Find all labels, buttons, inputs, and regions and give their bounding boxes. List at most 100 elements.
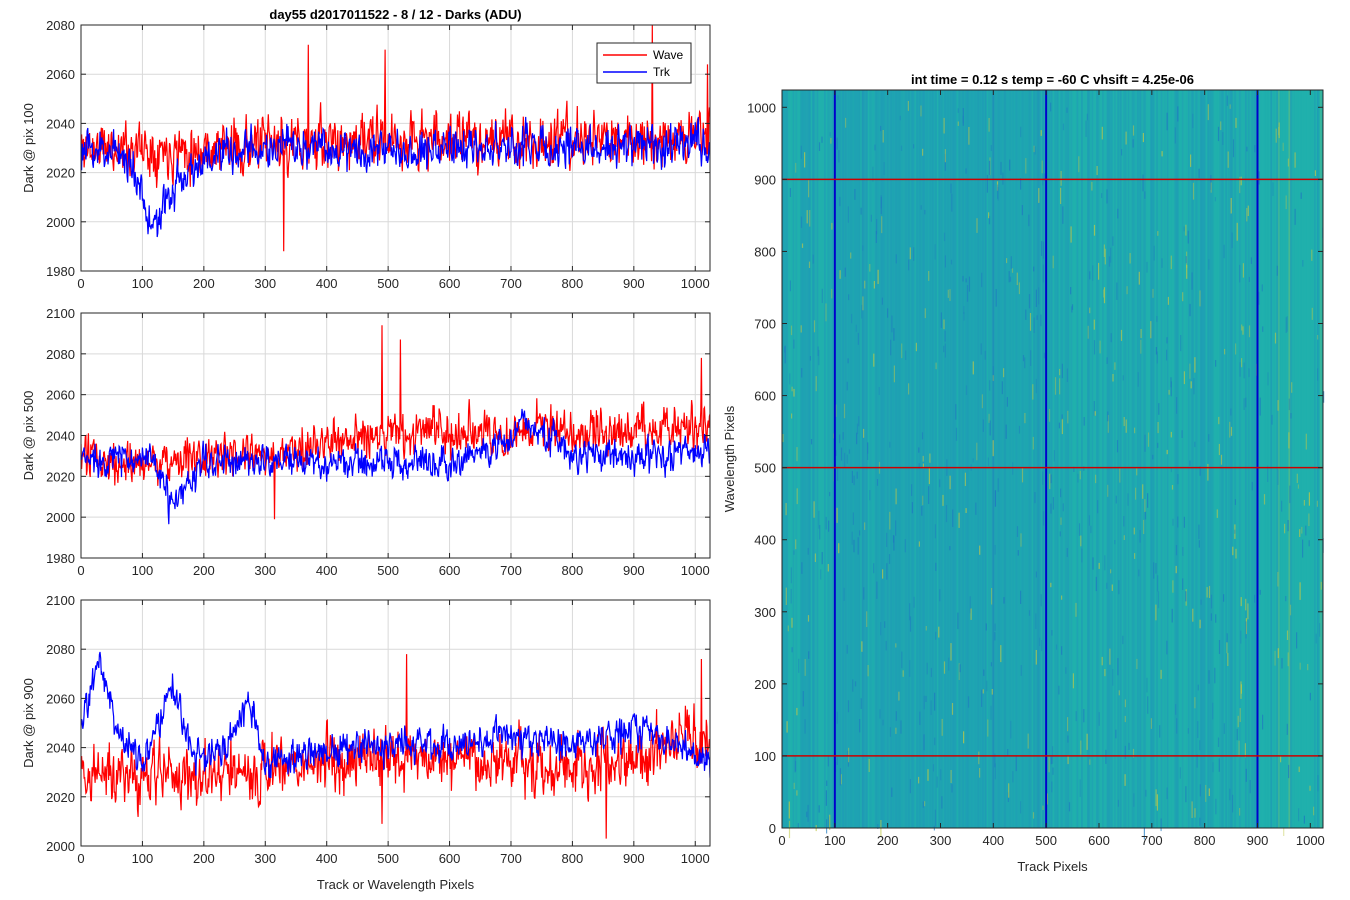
heatmap-speckle: [1183, 226, 1185, 232]
heatmap-column: [917, 90, 920, 828]
heatmap-column: [899, 90, 902, 828]
heatmap-column: [920, 90, 923, 828]
heatmap-column: [1279, 90, 1282, 828]
heatmap-speckle: [854, 681, 857, 687]
heatmap-speckle: [1020, 801, 1022, 814]
heatmap-speckle: [918, 463, 920, 469]
heatmap-speckle: [1118, 580, 1120, 595]
heatmap-column: [1283, 90, 1286, 828]
heatmap-speckle: [1287, 158, 1289, 167]
heatmap-speckle: [1065, 667, 1067, 674]
heatmap-speckle: [846, 454, 848, 464]
heatmap-speckle: [1254, 145, 1256, 153]
heatmap-speckle: [1170, 255, 1172, 270]
heatmap-speckle: [1218, 416, 1220, 425]
heatmap-speckle: [1046, 793, 1048, 805]
y-tick-label: 2040: [46, 429, 75, 444]
heatmap-speckle: [1067, 755, 1069, 765]
heatmap-speckle: [891, 315, 893, 333]
heatmap-speckle: [1168, 389, 1170, 395]
heatmap-speckle: [994, 763, 996, 780]
heatmap-column: [1163, 90, 1166, 828]
heatmap-speckle: [1247, 603, 1249, 620]
heatmap-speckle: [873, 563, 875, 574]
heatmap-speckle: [1104, 248, 1106, 265]
heatmap-speckle: [1051, 781, 1053, 793]
y-tick-label: 2100: [46, 306, 75, 321]
heatmap-speckle: [1032, 812, 1035, 819]
heatmap-speckle: [1105, 749, 1107, 764]
heatmap-speckle: [1103, 287, 1106, 304]
heatmap-speckle: [1180, 335, 1182, 352]
heatmap-speckle: [1323, 391, 1325, 403]
heatmap-speckle: [854, 189, 856, 200]
heatmap-speckle: [1294, 208, 1296, 225]
heatmap-column: [1108, 90, 1110, 828]
heatmap-column: [906, 90, 909, 828]
heatmap-speckle: [1185, 591, 1187, 602]
heatmap-speckle: [858, 416, 860, 427]
heatmap-speckle: [881, 216, 883, 234]
heatmap-column: [1226, 90, 1229, 828]
heatmap-speckle: [889, 511, 891, 530]
heatmap-speckle: [962, 108, 964, 126]
heatmap-speckle: [791, 413, 793, 419]
x-tick-label: 1000: [681, 563, 710, 578]
heatmap-column: [956, 90, 959, 828]
heatmap-speckle: [835, 450, 837, 456]
heatmap-speckle: [821, 552, 823, 565]
heatmap-speckle: [970, 608, 972, 620]
heatmap-speckle: [1229, 788, 1231, 801]
heatmap-speckle: [837, 95, 839, 100]
heatmap-speckle: [1166, 449, 1168, 455]
heatmap-speckle: [1099, 340, 1101, 354]
heatmap-speckle: [863, 428, 865, 438]
heatmap-speckle: [887, 308, 889, 318]
heatmap-speckle: [1123, 535, 1125, 540]
heatmap-speckle: [1218, 443, 1220, 456]
heatmap-speckle: [1012, 462, 1014, 475]
heatmap-speckle: [926, 662, 928, 675]
heatmap-speckle: [968, 276, 971, 292]
heatmap-column: [905, 90, 908, 828]
heatmap-speckle: [1150, 718, 1152, 729]
x-tick-label: 500: [377, 851, 399, 866]
x-tick-label: 300: [254, 276, 276, 291]
heatmap-speckle: [1153, 245, 1155, 261]
heatmap-speckle: [801, 368, 803, 378]
heatmap-speckle: [804, 152, 806, 168]
heatmap-column: [882, 90, 885, 828]
heatmap-column: [1186, 90, 1189, 828]
heatmap-speckle: [963, 731, 965, 744]
heatmap-column: [839, 90, 842, 828]
heatmap-speckle: [1152, 288, 1154, 298]
heatmap-speckle: [1079, 779, 1081, 797]
heatmap-speckle: [873, 353, 875, 367]
heatmap-column: [1052, 90, 1055, 828]
heatmap-speckle: [976, 218, 978, 233]
heatmap-speckle: [1308, 492, 1310, 506]
heatmap-speckle: [1073, 466, 1075, 472]
heatmap-column: [1225, 90, 1228, 828]
heatmap-speckle: [819, 525, 821, 540]
heatmap-speckle: [1135, 487, 1137, 500]
y-tick-label: 2040: [46, 741, 75, 756]
heatmap-column: [1078, 90, 1080, 828]
heatmap-speckle: [817, 346, 819, 356]
heatmap-speckle: [1160, 669, 1162, 679]
heatmap-speckle: [1112, 374, 1114, 382]
heatmap-speckle: [1059, 368, 1061, 376]
heatmap-column: [1187, 90, 1190, 828]
heatmap-speckle: [944, 153, 946, 171]
heatmap-column: [1121, 90, 1124, 828]
heatmap-column: [1244, 90, 1247, 828]
heatmap-column: [1103, 90, 1106, 828]
heatmap-speckle: [934, 244, 936, 260]
heatmap-column: [816, 90, 819, 828]
x-tick-label: 500: [377, 563, 399, 578]
y-tick-label: 800: [754, 244, 776, 259]
heatmap-speckle: [1060, 187, 1062, 204]
heatmap-speckle: [1289, 604, 1292, 616]
heatmap-column: [1213, 90, 1216, 828]
heatmap-speckle: [951, 784, 953, 793]
